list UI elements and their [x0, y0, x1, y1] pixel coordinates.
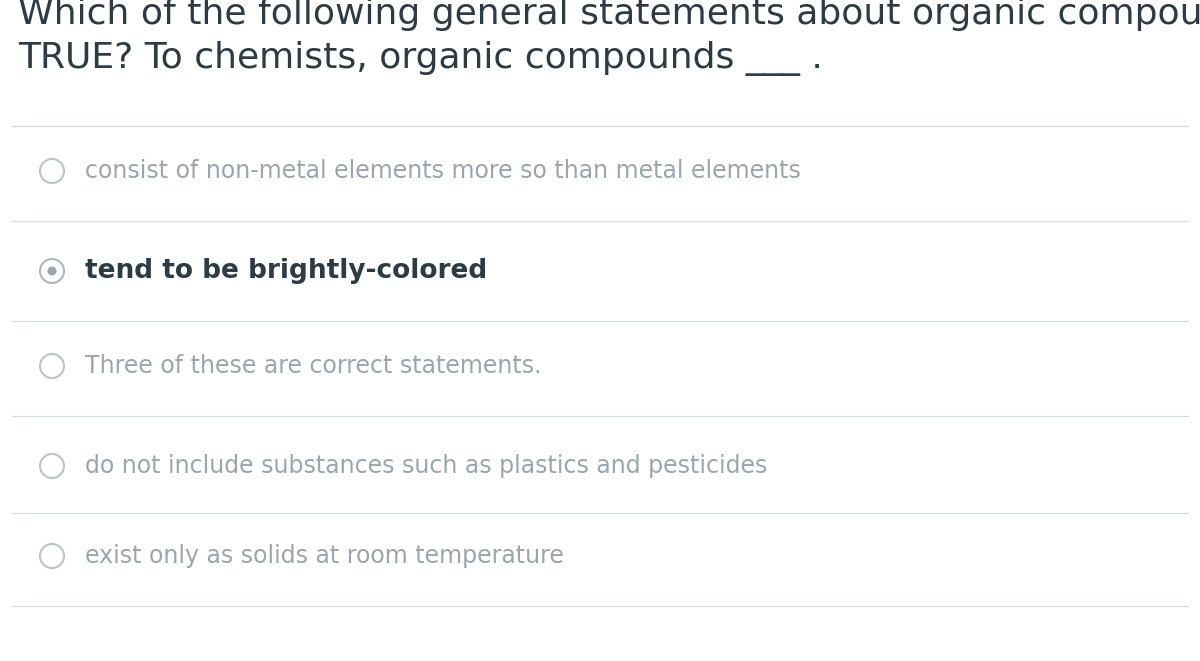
Text: do not include substances such as plastics and pesticides: do not include substances such as plasti…	[85, 454, 767, 478]
Circle shape	[40, 159, 64, 183]
Text: exist only as solids at room temperature: exist only as solids at room temperature	[85, 544, 564, 568]
Text: tend to be brightly-colored: tend to be brightly-colored	[85, 258, 487, 284]
Text: Which of the following general statements about organic compounds is: Which of the following general statement…	[18, 0, 1200, 31]
Circle shape	[48, 266, 56, 276]
Text: TRUE? To chemists, organic compounds ___ .: TRUE? To chemists, organic compounds ___…	[18, 41, 823, 76]
Circle shape	[40, 259, 64, 283]
Text: Three of these are correct statements.: Three of these are correct statements.	[85, 354, 541, 378]
Circle shape	[40, 354, 64, 378]
Circle shape	[40, 454, 64, 478]
Circle shape	[40, 544, 64, 568]
Text: consist of non-metal elements more so than metal elements: consist of non-metal elements more so th…	[85, 159, 800, 183]
